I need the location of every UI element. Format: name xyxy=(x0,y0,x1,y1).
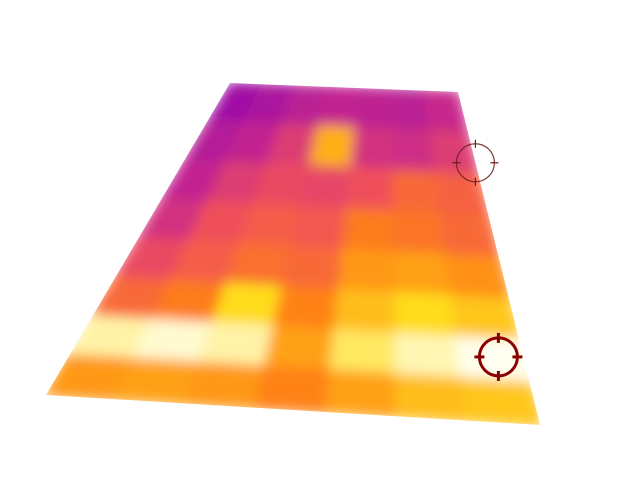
crosshair-marker-primary[interactable] xyxy=(474,332,523,381)
heatmap-cell xyxy=(391,128,439,176)
heatmap-cell xyxy=(345,167,398,215)
heatmap-cell xyxy=(186,200,258,247)
heatmap-cell xyxy=(237,202,305,250)
heatmap-cell xyxy=(182,361,271,411)
heatmap-cell xyxy=(328,328,402,378)
heatmap-cells xyxy=(46,83,540,425)
heatmap-cell xyxy=(460,377,540,425)
heatmap-cell xyxy=(307,124,359,172)
heatmap-cell xyxy=(46,353,140,402)
heatmap-cell xyxy=(392,169,445,217)
heatmap-cell xyxy=(393,291,462,341)
markers-layer xyxy=(452,139,523,381)
heatmap-cell xyxy=(271,285,344,334)
heatmap-cell xyxy=(423,88,471,136)
heatmap-cell xyxy=(289,205,351,253)
heatmap-cell xyxy=(149,279,232,327)
heatmap-cell xyxy=(354,86,396,133)
heatmap-cell xyxy=(251,162,313,210)
heatmap-cell xyxy=(394,373,474,423)
heatmap-cell xyxy=(279,83,330,130)
heatmap-cell xyxy=(298,165,355,212)
heatmap-cell xyxy=(337,247,400,297)
heatmap-plane xyxy=(46,83,540,425)
heatmap-cell xyxy=(434,171,492,220)
heatmap-cell xyxy=(224,242,296,290)
heatmap-cell xyxy=(428,129,482,178)
heatmap-cell xyxy=(341,207,399,256)
heatmap-cell xyxy=(204,160,271,207)
heatmap-cell xyxy=(444,253,513,303)
crosshair-marker-secondary[interactable] xyxy=(452,139,499,186)
heatmap-cell xyxy=(393,250,457,300)
heatmap-cell xyxy=(439,212,503,261)
heatmap-cell xyxy=(333,288,401,337)
heatmap-cell xyxy=(210,282,288,330)
heatmap-cell xyxy=(391,87,434,135)
heatmap-cell xyxy=(253,365,336,415)
heatmap-cell xyxy=(265,123,322,170)
heatmap-cell xyxy=(64,314,158,363)
heatmap-cell xyxy=(223,121,285,168)
heatmap-cell xyxy=(324,369,403,419)
heatmap-cell xyxy=(130,318,218,367)
heatmap-cell xyxy=(87,275,176,323)
heatmap-cell xyxy=(167,239,245,287)
heatmap-cell xyxy=(196,321,279,370)
heatmap-cell xyxy=(392,209,451,258)
heatmap-cell xyxy=(262,325,340,374)
heatmap-cell xyxy=(316,84,363,131)
heatmap-cell xyxy=(394,332,468,382)
heatmap-cell xyxy=(112,357,205,406)
heatmap-cell xyxy=(449,294,524,345)
heatmap-cell xyxy=(280,245,348,293)
heatmap-cell xyxy=(349,126,397,174)
